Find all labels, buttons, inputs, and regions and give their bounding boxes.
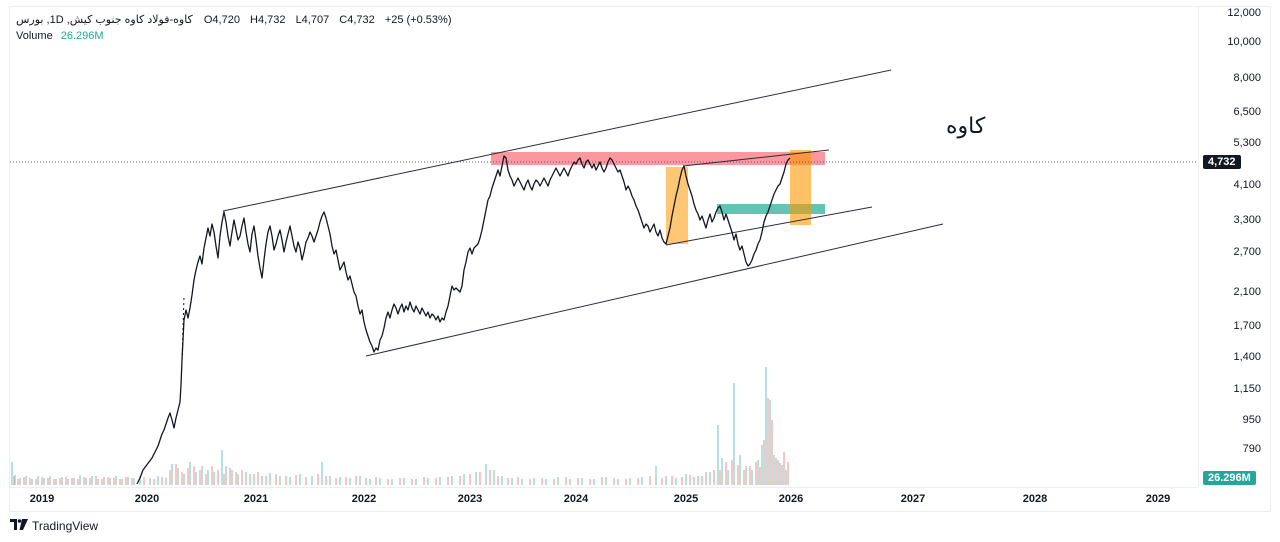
tradingview-branding[interactable]: TradingView: [10, 518, 98, 533]
tradingview-logo-icon: [10, 518, 28, 533]
chart-pane[interactable]: [10, 7, 1198, 487]
inner-channel-upper: [682, 149, 830, 167]
price-label: 2,100: [1233, 286, 1261, 298]
chart-canvas: [10, 69, 1198, 485]
ohlc-values: O4,720 H4,732 L4,707 C4,732 +25 (+0.53%): [204, 14, 459, 26]
highlight-box-2024: [666, 167, 688, 244]
time-label: 2020: [134, 493, 160, 505]
time-label: 2028: [1022, 493, 1048, 505]
time-label: 2026: [778, 493, 804, 505]
price-label: 790: [1242, 443, 1261, 455]
time-label: 2019: [29, 493, 55, 505]
volume-label[interactable]: Volume: [16, 30, 53, 42]
time-label: 2025: [673, 493, 699, 505]
close-value: C4,732: [339, 14, 375, 26]
time-label: 2027: [900, 493, 926, 505]
channel-lower-line: [365, 223, 944, 357]
last-price-badge: 4,732: [1203, 155, 1241, 169]
time-label: 2022: [351, 493, 377, 505]
price-label: 1,150: [1233, 383, 1261, 395]
price-gap-line: [181, 295, 185, 361]
highlight-box-2026: [790, 150, 811, 225]
tradingview-brand-text: TradingView: [32, 518, 99, 533]
time-label: 2029: [1145, 493, 1171, 505]
change-value: +25 (+0.53%): [384, 14, 452, 26]
channel-upper-line: [222, 69, 892, 212]
open-value: O4,720: [203, 14, 240, 26]
price-label: 2,700: [1233, 246, 1261, 258]
volume-badge: 26.296M: [1203, 471, 1256, 485]
time-axis[interactable]: 2019 2020 2021 2022 2023 2024 2025 2026 …: [10, 487, 1198, 512]
price-label: 950: [1242, 414, 1261, 426]
price-series: [136, 155, 791, 485]
price-label: 5,300: [1233, 137, 1261, 149]
price-label: 12,000: [1227, 7, 1261, 19]
chart-annotation-text[interactable]: کاوه: [946, 114, 986, 139]
price-label: 1,700: [1233, 320, 1261, 332]
time-label: 2023: [457, 493, 483, 505]
chart-legend: کاوه-فولاد کاوه جنوب کیش, 1D, بورس O4,72…: [16, 12, 458, 44]
low-value: L4,707: [295, 14, 330, 26]
volume-histogram: [11, 367, 789, 485]
support-zone: [717, 204, 825, 214]
price-label: 3,300: [1233, 214, 1261, 226]
symbol-title[interactable]: کاوه-فولاد کاوه جنوب کیش, 1D, بورس: [16, 14, 193, 26]
time-label: 2021: [243, 493, 269, 505]
price-label: 8,000: [1233, 72, 1261, 84]
price-label: 1,400: [1233, 351, 1261, 363]
volume-row: Volume 26.296M: [16, 28, 458, 44]
volume-value: 26.296M: [60, 30, 104, 42]
time-label: 2024: [563, 493, 589, 505]
symbol-row: کاوه-فولاد کاوه جنوب کیش, 1D, بورس O4,72…: [16, 12, 458, 28]
price-label: 10,000: [1227, 36, 1261, 48]
high-value: H4,732: [250, 14, 286, 26]
chart-frame: [9, 6, 1271, 512]
resistance-zone: [491, 152, 825, 165]
price-axis[interactable]: 12,000 10,000 8,000 6,500 5,300 4,732 4,…: [1198, 7, 1271, 487]
inner-channel-lower: [665, 206, 873, 246]
price-label: 4,100: [1233, 179, 1261, 191]
price-label: 6,500: [1233, 106, 1261, 118]
